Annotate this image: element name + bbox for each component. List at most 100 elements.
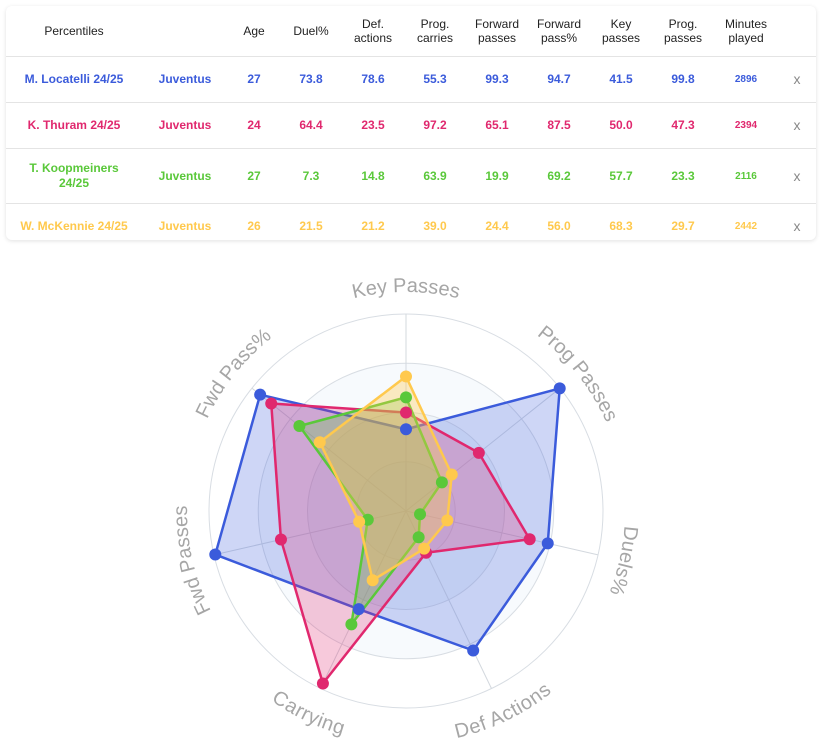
series-point (209, 548, 222, 561)
cell-player: K. Thuram 24/25 (6, 102, 142, 149)
series-point (293, 420, 306, 433)
cell-prog-passes: 47.3 (652, 102, 714, 149)
series-point (414, 508, 427, 521)
header-age: Age (243, 24, 265, 38)
cell-key-passes: 68.3 (590, 203, 652, 249)
series-point (541, 537, 554, 550)
series-point (441, 514, 454, 527)
cell-prog-carries: 63.9 (404, 148, 466, 204)
series-point (353, 515, 366, 528)
cell-forward-passes: 65.1 (466, 102, 528, 149)
cell-player: T. Koopmeiners 24/25 (6, 148, 142, 204)
header-forward-passes: Forward passes (474, 17, 519, 45)
series-point (352, 603, 365, 616)
series-point (400, 370, 412, 383)
series-point (472, 446, 485, 459)
cell-age: 24 (228, 102, 280, 149)
cell-key-passes: 41.5 (590, 56, 652, 103)
axis-label: Key Passes (350, 275, 462, 303)
cell-duel: 73.8 (280, 56, 342, 103)
cell-prog-passes: 99.8 (652, 56, 714, 103)
cell-minutes: 2896 (714, 56, 778, 103)
cell-minutes: 2394 (714, 102, 778, 149)
series-point (254, 388, 267, 401)
header-minutes: Minutes played (724, 17, 768, 45)
cell-player: M. Locatelli 24/25 (6, 56, 142, 103)
remove-row-button[interactable]: x (778, 102, 816, 149)
series-point (274, 533, 287, 546)
cell-prog-passes: 23.3 (652, 148, 714, 204)
header-prog-passes: Prog. passes (663, 17, 703, 45)
percentiles-table-card: Percentiles Age Duel% Def. actions Prog.… (6, 6, 816, 249)
header-remove (778, 6, 816, 57)
header-key-passes: Key passes (601, 17, 641, 45)
cell-duel: 7.3 (280, 148, 342, 204)
cell-forward-pass-pct: 56.0 (528, 203, 590, 249)
cell-key-passes: 50.0 (590, 102, 652, 149)
cell-def-actions: 78.6 (342, 56, 404, 103)
axis-label: Duels% (605, 525, 642, 598)
header-forward-pass-pct: Forward pass% (536, 17, 581, 45)
header-prog-carries: Prog. carries (416, 17, 453, 45)
series-point (400, 391, 412, 404)
series-point (412, 531, 425, 544)
series-point (313, 436, 326, 449)
header-row: Percentiles Age Duel% Def. actions Prog.… (6, 6, 816, 57)
cell-def-actions: 23.5 (342, 102, 404, 149)
cell-club: Juventus (142, 56, 228, 103)
series-point (265, 397, 278, 410)
cell-forward-pass-pct: 69.2 (528, 148, 590, 204)
remove-row-button[interactable]: x (778, 203, 816, 249)
table-row: W. McKennie 24/25 Juventus 26 21.5 21.2 39.0 2… (6, 203, 816, 249)
cell-club: Juventus (142, 102, 228, 149)
cell-def-actions: 14.8 (342, 148, 404, 204)
cell-forward-pass-pct: 94.7 (528, 56, 590, 103)
cell-def-actions: 21.2 (342, 203, 404, 249)
percentiles-table: Percentiles Age Duel% Def. actions Prog.… (6, 6, 816, 249)
cell-duel: 64.4 (280, 102, 342, 149)
cell-forward-pass-pct: 87.5 (528, 102, 590, 149)
series-point (400, 406, 412, 419)
axis-label: Fwd Passes (170, 506, 216, 619)
remove-row-button[interactable]: x (778, 56, 816, 103)
cell-key-passes: 57.7 (590, 148, 652, 204)
series-point (366, 574, 379, 587)
cell-age: 26 (228, 203, 280, 249)
series-point (345, 618, 358, 631)
series-point (467, 644, 480, 657)
series-point (523, 533, 536, 546)
cell-age: 27 (228, 148, 280, 204)
series-polygon (298, 396, 444, 626)
cell-club: Juventus (142, 203, 228, 249)
series-point (553, 382, 566, 395)
cell-forward-passes: 99.3 (466, 56, 528, 103)
cell-prog-passes: 29.7 (652, 203, 714, 249)
series-polygon (318, 375, 453, 582)
series-point (400, 423, 412, 436)
cell-minutes: 2442 (714, 203, 778, 249)
radar-spoke (320, 510, 407, 689)
cell-player: W. McKennie 24/25 (6, 203, 142, 249)
series-point (435, 476, 448, 489)
series-point (418, 542, 431, 555)
header-def-actions: Def. actions (353, 17, 393, 45)
radar-spoke (213, 510, 407, 556)
cell-duel: 21.5 (280, 203, 342, 249)
header-percentiles: Percentiles (44, 24, 104, 38)
cell-prog-carries: 97.2 (404, 102, 466, 149)
table-row: T. Koopmeiners 24/25 Juventus 27 7.3 14.8 63.… (6, 148, 816, 204)
cell-forward-passes: 24.4 (466, 203, 528, 249)
cell-prog-carries: 39.0 (404, 203, 466, 249)
table-row: K. Thuram 24/25 Juventus 24 64.4 23.5 97.2 65.… (6, 102, 816, 149)
header-club (142, 6, 228, 57)
header-duel: Duel% (293, 24, 329, 38)
radar-spoke (405, 510, 599, 556)
remove-row-button[interactable]: x (778, 148, 816, 204)
series-point (316, 677, 329, 690)
radar-spoke (251, 387, 407, 512)
table-row: M. Locatelli 24/25 Juventus 27 73.8 78.6 55.3… (6, 56, 816, 103)
cell-age: 27 (228, 56, 280, 103)
cell-forward-passes: 19.9 (466, 148, 528, 204)
series-point (445, 468, 458, 481)
